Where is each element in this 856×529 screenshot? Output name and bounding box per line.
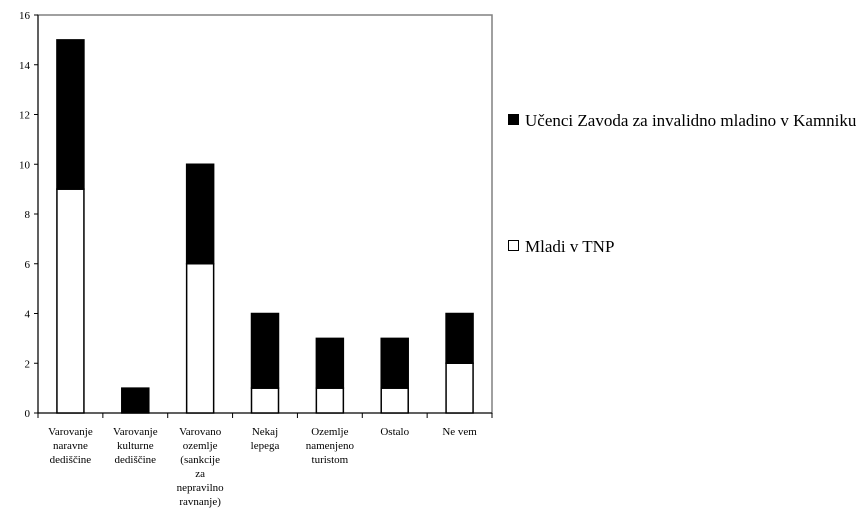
- bar-segment-mladi: [56, 188, 85, 414]
- bar-segment-mladi: [185, 263, 215, 414]
- bar-segment-mladi: [380, 387, 409, 414]
- x-tick-label: Varovanje kulturne dediščine: [113, 426, 158, 466]
- bar-segment-ucenci: [185, 163, 215, 265]
- bar-segment-mladi: [445, 362, 474, 414]
- y-tick-label: 14: [19, 60, 31, 72]
- y-tick-label: 12: [19, 110, 30, 122]
- x-tick-label: Ostalo: [380, 426, 409, 438]
- y-tick-label: 2: [25, 358, 31, 370]
- x-tick-label: Varovano ozemlje (sankcije za nepravilno ravn…: [177, 426, 225, 508]
- legend-item-mladi: Mladi v TNP: [508, 236, 856, 257]
- y-tick-label: 16: [19, 10, 31, 22]
- x-tick-label: Ne vem: [442, 426, 477, 438]
- bar-segment-ucenci: [121, 387, 150, 414]
- y-tick-label: 8: [25, 209, 31, 221]
- legend-label-mladi: Mladi v TNP: [525, 237, 615, 256]
- y-tick-label: 10: [19, 159, 31, 171]
- legend-label-ucenci: Učenci Zavoda za invalidno mladino v Kam…: [525, 111, 856, 130]
- bar-segment-ucenci: [250, 312, 280, 389]
- bar-segment-mladi: [315, 387, 345, 414]
- legend-swatch-mladi: [508, 240, 519, 251]
- x-tick-label: Ozemlje namenjeno turistom: [306, 426, 355, 466]
- legend-swatch-ucenci: [508, 114, 519, 125]
- bar-segment-ucenci: [380, 337, 409, 389]
- y-tick-label: 0: [25, 408, 31, 420]
- x-tick-label: Nekaj lepega: [251, 426, 280, 452]
- bar-segment-mladi: [250, 387, 280, 414]
- x-tick-label: Varovanje naravne dediščine: [48, 426, 93, 466]
- bar-segment-ucenci: [315, 337, 345, 389]
- y-tick-label: 4: [25, 309, 31, 321]
- y-tick-label: 6: [25, 259, 31, 271]
- bar-segment-ucenci: [56, 39, 85, 190]
- legend-item-ucenci: Učenci Zavoda za invalidno mladino v Kam…: [508, 110, 856, 131]
- bar-segment-ucenci: [445, 312, 474, 364]
